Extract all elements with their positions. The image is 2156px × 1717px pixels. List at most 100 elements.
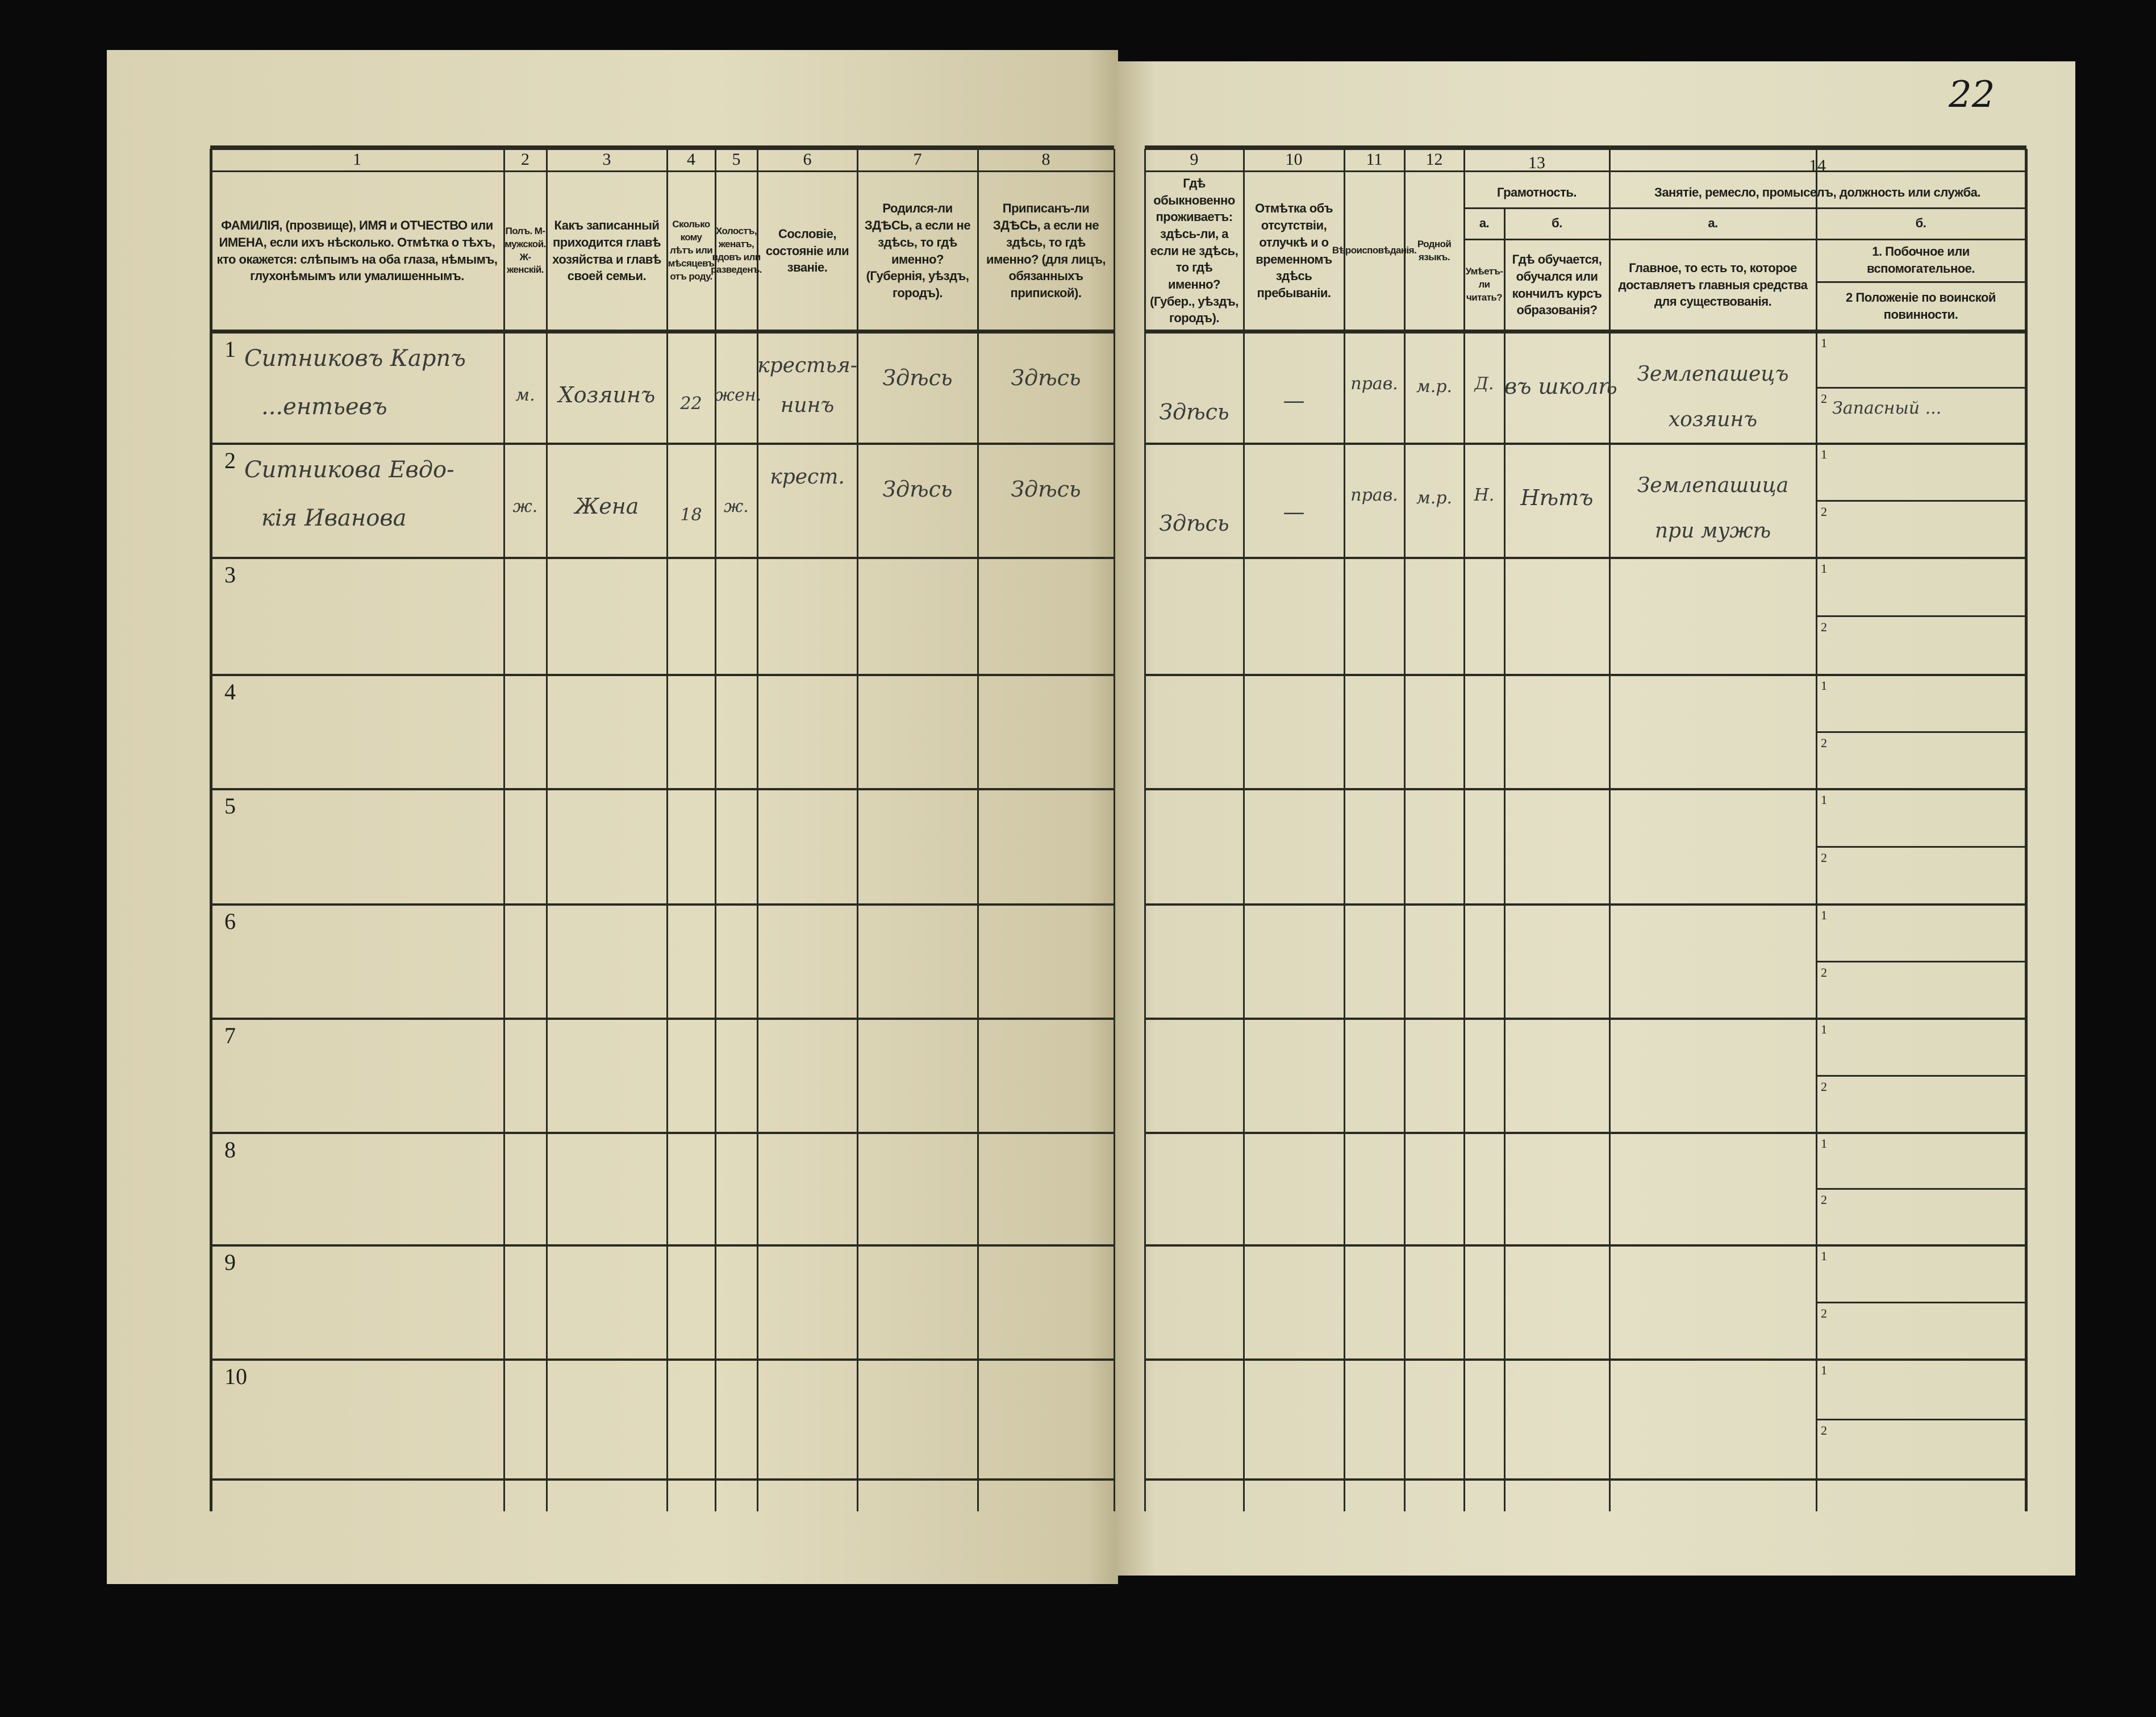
right-page [1116,61,2075,1576]
subrow-label-1: 1 [1821,1022,1827,1036]
subrow-label-1: 1 [1821,793,1827,807]
column-header-c13-title: Грамотность. [1496,185,1577,200]
subcolumn-label-rule [1464,239,2025,240]
row-rule [210,1018,1114,1020]
column-rule [503,149,505,1511]
column-header-c1: ФАМИЛІЯ, (прозвище), ИМЯ и ОТЧЕСТВО или … [216,218,498,284]
entry-name-line1: Ситниковъ Карпъ [244,345,466,372]
column-number-c1: 1 [353,149,361,169]
entry-birthplace: Здѣсь [882,365,953,390]
subrow-label-1: 1 [1821,561,1827,576]
number-row-rule [210,170,1114,172]
column-number-c14: 14 [1809,156,1826,175]
column-rule [1609,149,1611,1511]
row-rule [210,903,1114,906]
column-header-c14a-label: а. [1708,215,1718,230]
page-number: 22 [1949,74,1995,116]
column-rule [1344,149,1345,1511]
entry-estate-line1: крестья- [757,354,857,377]
column-header-c12: Родной языкъ. [1417,238,1452,262]
column-header-c14a: Главное, то есть то, которое доставляетъ… [1618,260,1808,309]
column-number-c11: 11 [1366,149,1383,169]
subrow-rule [1816,960,2025,962]
subrow-label-1: 1 [1821,678,1827,693]
entry-occupation-line1: Землепашица [1637,474,1789,497]
subrow-label-2: 2 [1821,1193,1827,1207]
column-rule [857,149,858,1511]
entry-age: 22 [680,394,702,414]
column-number-c7: 7 [913,149,922,169]
entry-native-language: м.р. [1416,377,1453,397]
column-rule [210,149,212,1511]
entry-sex: м. [515,385,535,405]
subrow-rule [1816,499,2025,502]
row-rule [1145,1244,2025,1247]
subrow-rule [1816,615,2025,617]
entry-sex: ж. [512,497,538,516]
column-rule [1144,149,1146,1511]
column-header-c13a: Умѣетъ-ли читать? [1465,266,1503,303]
entry-residence: Здѣсь [1159,399,1229,424]
entry-marital-status: жен. [715,385,762,405]
column-rule [1816,149,1817,1511]
row-rule [1145,1132,2025,1134]
entry-native-language: м.р. [1416,488,1453,508]
header-bottom-rule [210,330,1114,334]
column-header-c14b-label: б. [1915,215,1926,230]
row-rule [210,557,1114,559]
column-number-c10: 10 [1285,149,1303,169]
column-rule [757,149,758,1511]
row-rule [1145,1478,2025,1481]
entry-marital-status: ж. [724,497,749,516]
entry-estate-line2: нинъ [780,394,835,417]
column-rule [1463,149,1465,1511]
entry-can-read: Н. [1474,485,1495,505]
column-rule [546,149,548,1511]
column-number-c3: 3 [602,149,611,169]
column-header-c11: Вѣроисповѣданія. [1332,245,1417,256]
subrow-label-2: 2 [1821,735,1827,750]
column-rule [1243,149,1245,1511]
column-rule [715,149,716,1511]
entry-name-line2: ...ентьевъ [261,394,387,420]
row-rule [1145,1358,2025,1361]
number-row-rule [1145,170,2025,172]
row-rule [210,788,1114,790]
header-bottom-rule [1145,330,2025,334]
column-rule [666,149,668,1511]
subrow-label-2: 2 [1821,965,1827,980]
column-number-c12: 12 [1425,149,1443,169]
column-header-c14b-2: 2 Положеніе по воинской повинности. [1846,290,1996,322]
row-number: 6 [224,908,236,934]
column-header-c10: Отмѣтка объ отсутствіи, отлучкѣ и о врем… [1254,201,1333,300]
column-header-c6: Сословіе, состояніе или званіе. [765,226,849,275]
entry-registered-place: Здѣсь [1011,365,1081,390]
subrow-label-2: 2 [1821,1306,1827,1320]
row-rule [1145,674,2025,676]
row-number: 8 [224,1137,236,1162]
row-number: 9 [224,1249,236,1275]
subrow-label-2: 2 [1821,620,1827,634]
row-rule [1145,1018,2025,1020]
column-number-c6: 6 [803,149,812,169]
entry-occupation-line1: Землепашецъ [1637,362,1789,386]
entry-birthplace: Здѣсь [882,477,953,502]
row-rule [1145,788,2025,790]
row-rule [210,674,1114,676]
subrow-rule [1816,731,2025,733]
column-rule [1504,207,1506,1511]
column-header-c14b-1: 1. Побочное или вспомогательное. [1866,244,1975,276]
subrow-label-1: 1 [1821,1249,1827,1263]
row-rule [1145,903,2025,906]
row-rule [210,1358,1114,1361]
row-rule [210,443,1114,445]
entry-education: Нѣтъ [1520,485,1594,510]
subrow-label-1: 1 [1821,336,1827,350]
column-number-c5: 5 [732,149,741,169]
table-top-rule [1145,145,2026,150]
subrow-label-2: 2 [1821,850,1827,865]
row-rule [1145,557,2025,559]
column-header-c9: Гдѣ обыкновенно проживаетъ: здѣсь-ли, а … [1150,176,1238,326]
subrow-rule [1816,1188,2025,1190]
row-rule [1145,443,2025,445]
